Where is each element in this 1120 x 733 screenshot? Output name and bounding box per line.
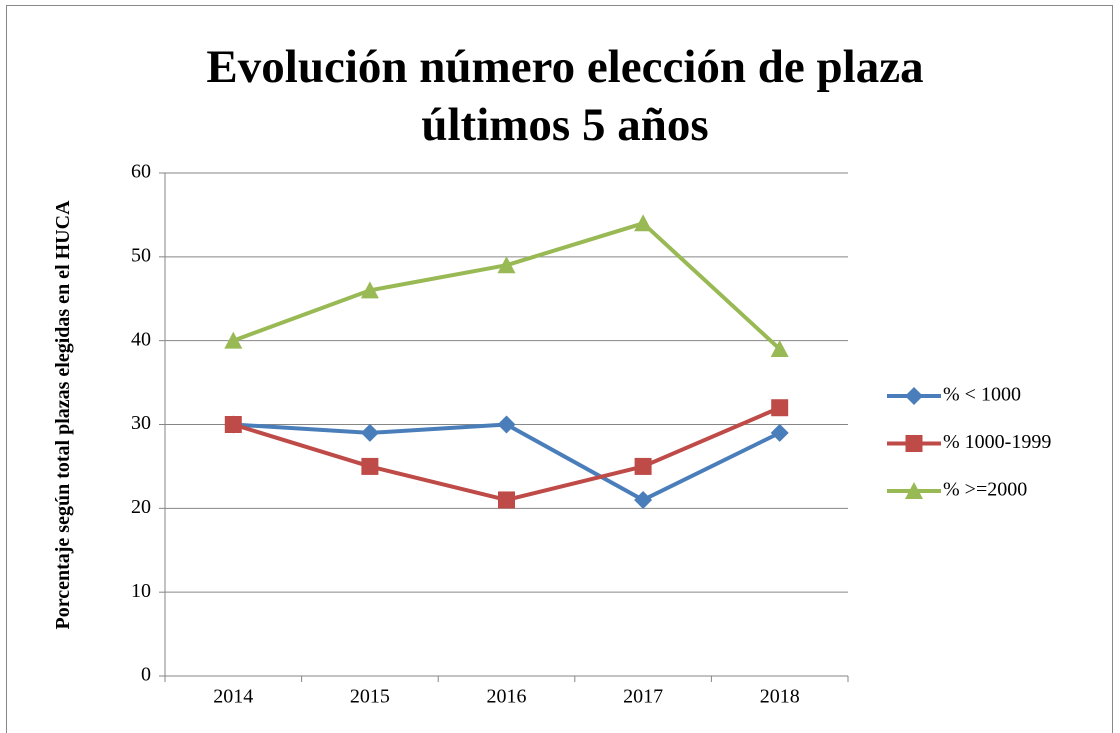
data-point bbox=[224, 416, 242, 433]
data-point bbox=[497, 256, 516, 274]
data-point bbox=[498, 491, 515, 509]
x-tick-label: 2015 bbox=[350, 686, 390, 708]
data-point bbox=[634, 457, 652, 475]
x-tick-label: 2016 bbox=[487, 686, 527, 708]
y-tick-label: 0 bbox=[141, 664, 151, 686]
data-point bbox=[360, 281, 379, 299]
legend-label: % >=2000 bbox=[943, 479, 1027, 501]
legend-marker bbox=[905, 482, 923, 499]
y-tick-label: 10 bbox=[131, 580, 151, 602]
series-line bbox=[233, 422, 781, 502]
data-point bbox=[634, 490, 653, 509]
x-tick-label: 2018 bbox=[760, 686, 800, 708]
chart-border bbox=[6, 5, 1113, 733]
y-tick-label: 50 bbox=[131, 244, 151, 266]
x-tick-label: 2017 bbox=[623, 686, 663, 708]
y-tick-label: 60 bbox=[131, 161, 151, 183]
chart-title: Evolución número elección de plaza últim… bbox=[206, 41, 924, 151]
data-point bbox=[361, 457, 379, 475]
data-point bbox=[224, 331, 243, 349]
data-point bbox=[360, 423, 379, 442]
legend-label: % < 1000 bbox=[943, 384, 1021, 406]
legend-marker bbox=[905, 387, 923, 405]
data-point bbox=[771, 399, 789, 417]
data-point bbox=[770, 340, 789, 358]
legend-marker bbox=[905, 435, 923, 452]
data-point bbox=[497, 415, 516, 434]
legend-label: % 1000-1999 bbox=[943, 431, 1051, 453]
y-tick-label: 30 bbox=[131, 412, 151, 434]
data-point bbox=[634, 214, 653, 232]
data-point bbox=[770, 423, 789, 442]
y-tick-label: 20 bbox=[131, 496, 151, 518]
series-line bbox=[232, 221, 782, 351]
y-tick-label: 40 bbox=[131, 328, 151, 350]
y-axis-label: Porcentaje según total plazas elegidas e… bbox=[52, 200, 74, 630]
x-tick-label: 2014 bbox=[213, 686, 253, 708]
